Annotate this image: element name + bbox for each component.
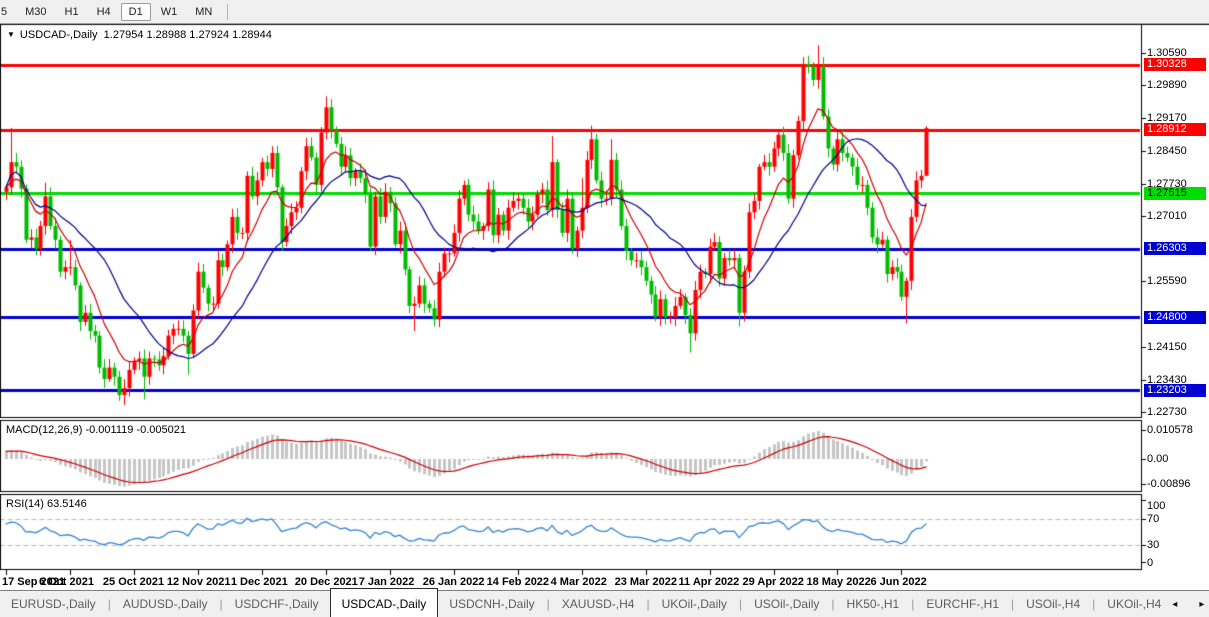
date-tick-label: 14 Feb 2022 [486,576,550,588]
price-level-badge: 1.23203 [1144,383,1206,397]
price-tick-label: 1.23430 [1147,373,1187,386]
tab-scroll-left-icon[interactable]: ◂ [1172,598,1178,610]
timeframe-button-mn[interactable]: MN [195,5,213,18]
timeframe-button-w1[interactable]: W1 [160,5,178,18]
tab-eurchf-h1[interactable]: EURCHF-,H1 [926,597,1000,611]
price-level-badge: 1.24800 [1144,310,1206,324]
date-tick-label: 12 Nov 2021 [166,576,231,588]
date-tick-label: 25 Oct 2021 [102,576,165,588]
price-tick-label: 1.22730 [1147,405,1187,418]
chart-tab-bar: EURUSD-,Daily | AUDUSD-,Daily | USDCHF-,Dail… [0,588,1209,617]
price-level-badge: 1.30328 [1144,58,1206,72]
tab-hk50-h1[interactable]: HK50-,H1 [846,597,900,611]
price-tick-label: 1.25590 [1147,275,1187,288]
tab-separator: | [219,597,223,611]
tab-separator: | [107,597,111,611]
tab-xauusd-h4[interactable]: XAUUSD-,H4 [561,597,635,611]
timeframe-button-5[interactable]: 5 [1,5,8,18]
price-tick-label: 1.27010 [1147,210,1187,223]
chart-symbol-label: USDCAD-,Daily [19,29,98,41]
macd-axis-label: 0.010578 [1147,424,1193,436]
timeframe-button-h4[interactable]: H4 [96,5,111,18]
tab-separator: | [546,597,550,611]
tab-separator: | [738,597,743,611]
date-tick-label: 6 Jun 2022 [870,576,927,588]
date-tick-label: 1 Dec 2021 [230,576,288,588]
tab-usoil-daily[interactable]: USOil-,Daily [754,597,820,611]
tab-eurusd-daily[interactable]: EURUSD-,Daily [11,597,96,611]
chart-ohlc-values: 1.27954 1.28988 1.27924 1.28944 [103,29,272,41]
date-tick-label: 17 Sep 2021 [2,576,65,588]
rsi-axis-label: 70 [1147,513,1160,525]
timeframe-toolbar: 5 M30 H1 H4 D1 W1 MN [0,0,1209,24]
tab-separator: | [831,597,835,611]
macd-axis-label: -0.00896 [1147,478,1191,490]
price-level-badge: 1.26303 [1144,242,1206,256]
date-tick-label: 26 Jan 2022 [422,576,485,588]
price-tick-label: 1.24150 [1147,341,1187,354]
tab-scroll-arrows: ◂ ▸ [1172,591,1209,617]
tab-usdchf-daily[interactable]: USDCHF-,Daily [234,597,319,611]
chart-title: ▼ USDCAD-,Daily 1.27954 1.28988 1.27924 1… [7,29,272,41]
price-tick-label: 1.29170 [1147,111,1187,124]
timeframe-button-h1[interactable]: H1 [64,5,79,18]
tab-separator: | [911,597,915,611]
tab-usoil-h4[interactable]: USOil-,H4 [1026,597,1081,611]
tab-separator: | [646,597,650,611]
date-tick-label: 7 Jan 2022 [358,576,415,588]
date-tick-label: 6 Oct 2021 [38,576,94,588]
timeframe-button-d1[interactable]: D1 [120,2,151,21]
tab-ukoil-daily[interactable]: UKOil-,Daily [661,597,727,611]
timeframe-button-m30[interactable]: M30 [25,5,47,18]
date-tick-label: 23 Mar 2022 [614,576,677,588]
date-tick-label: 4 Mar 2022 [550,576,607,588]
date-tick-label: 20 Dec 2021 [294,576,358,588]
price-level-badge: 1.28912 [1144,123,1206,137]
macd-label: MACD(12,26,9) -0.001119 -0.005021 [6,424,186,436]
tab-ukoil-h4[interactable]: UKOil-,H4 [1107,597,1162,611]
price-tick-label: 1.27730 [1147,177,1187,190]
symbol-dropdown-icon[interactable]: ▼ [7,30,15,39]
date-tick-label: 29 Apr 2022 [742,576,804,588]
timeframe-buttons: 5 M30 H1 H4 D1 W1 MN [0,2,221,21]
chart-tabs: EURUSD-,Daily | AUDUSD-,Daily | USDCHF-,Dail… [0,588,1172,617]
price-tick-label: 1.30590 [1147,47,1187,59]
price-tick-label: 1.29890 [1147,78,1187,91]
rsi-axis-label: 100 [1147,500,1166,512]
tab-separator: | [1092,597,1096,611]
date-tick-label: 11 Apr 2022 [678,576,740,588]
tab-audusd-daily[interactable]: AUDUSD-,Daily [122,597,208,611]
tab-separator: | [1011,597,1015,611]
macd-axis-label: 0.00 [1147,453,1169,465]
tab-usdcad-daily[interactable]: USDCAD-,Daily [329,588,439,617]
tab-usdcnh-daily[interactable]: USDCNH-,Daily [449,597,535,611]
tab-scroll-right-icon[interactable]: ▸ [1199,598,1205,610]
date-tick-label: 18 May 2022 [806,576,871,588]
rsi-label: RSI(14) 63.5146 [6,498,87,510]
toolbar-separator [227,3,229,20]
rsi-axis-label: 30 [1147,539,1160,551]
price-tick-label: 1.28450 [1147,144,1187,157]
price-level-badge: 1.27515 [1144,186,1206,200]
rsi-axis-label: 0 [1147,557,1154,569]
